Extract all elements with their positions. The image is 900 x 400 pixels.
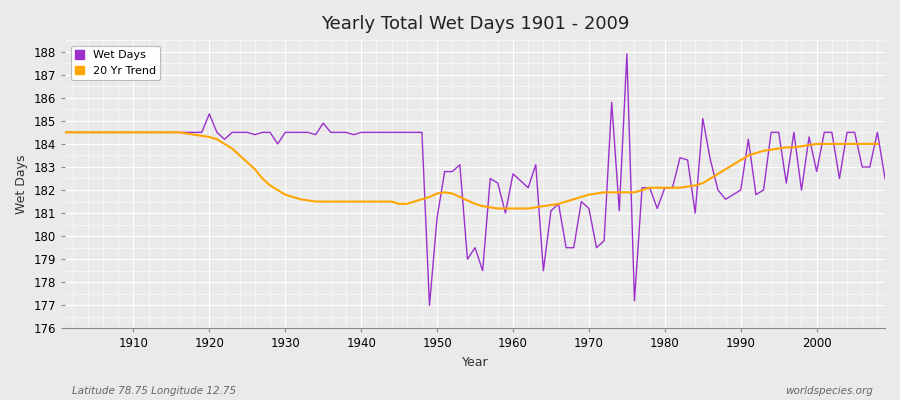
20 Yr Trend — [598, 190, 609, 195]
Wet Days — [287, 130, 298, 135]
Wet Days — [622, 52, 633, 56]
X-axis label: Year: Year — [462, 356, 489, 369]
20 Yr Trend — [333, 199, 344, 204]
20 Yr Trend — [500, 206, 511, 211]
Wet Days — [59, 130, 70, 135]
Wet Days — [515, 178, 526, 183]
Text: worldspecies.org: worldspecies.org — [785, 386, 873, 396]
Wet Days — [508, 172, 518, 176]
20 Yr Trend — [121, 130, 131, 135]
Line: Wet Days: Wet Days — [65, 54, 885, 305]
Wet Days — [879, 176, 890, 181]
Legend: Wet Days, 20 Yr Trend: Wet Days, 20 Yr Trend — [70, 46, 160, 80]
20 Yr Trend — [287, 194, 298, 199]
Line: 20 Yr Trend: 20 Yr Trend — [65, 132, 878, 208]
Text: Latitude 78.75 Longitude 12.75: Latitude 78.75 Longitude 12.75 — [72, 386, 236, 396]
20 Yr Trend — [508, 206, 518, 211]
Wet Days — [424, 303, 435, 308]
Y-axis label: Wet Days: Wet Days — [15, 154, 28, 214]
Wet Days — [121, 130, 131, 135]
Wet Days — [607, 100, 617, 105]
Title: Yearly Total Wet Days 1901 - 2009: Yearly Total Wet Days 1901 - 2009 — [321, 15, 629, 33]
20 Yr Trend — [59, 130, 70, 135]
Wet Days — [333, 130, 344, 135]
